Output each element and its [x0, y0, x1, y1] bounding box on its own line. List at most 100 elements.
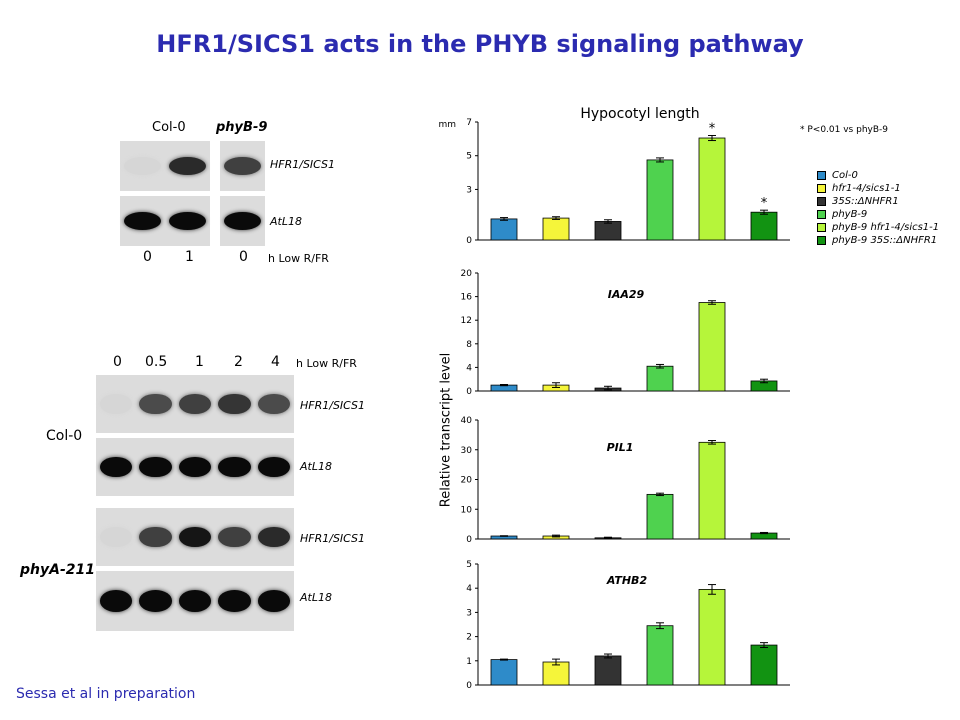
y-tick-label: 20 [461, 269, 473, 279]
legend-label: phyB-9 hfr1-4/sics1-1 [832, 222, 940, 233]
bar [750, 644, 778, 686]
phyb9-label: phyB-9 [216, 120, 268, 135]
hfr1-band [139, 526, 172, 548]
gene-label-hfr1-top: HFR1/SICS1 [270, 158, 336, 171]
blot-top-col0-atl18 [120, 196, 210, 246]
y-tick-label: 1 [466, 657, 472, 667]
legend-swatch [817, 210, 826, 219]
atl18-band [178, 456, 212, 478]
legend-item: phyB-9 hfr1-4/sics1-1 [817, 222, 939, 233]
legend-item: phyB-9 [817, 209, 867, 220]
legend-label: 35S::ΔNHFR1 [832, 196, 899, 207]
atl18-band [178, 590, 212, 612]
bar [646, 365, 674, 392]
bar [698, 589, 726, 686]
blot-col0-hfr1 [96, 375, 294, 433]
atl18-band [139, 456, 172, 478]
genotype-col0: Col-0 [46, 428, 83, 444]
time-label-b0: 0 [113, 354, 122, 370]
blot-top-col0-hfr1 [120, 141, 210, 191]
hfr1-band [178, 526, 212, 548]
bar [646, 625, 674, 686]
legend-swatch [817, 197, 826, 206]
atl18-band [257, 456, 291, 478]
y-tick-label: 2 [466, 633, 472, 643]
legend-item: Col-0 [817, 170, 858, 181]
bar [698, 137, 726, 241]
time-label-b3: 2 [234, 354, 243, 370]
y-tick-label: 5 [466, 560, 472, 570]
time-label-1: 1 [185, 249, 194, 265]
time-label-b4: 4 [271, 354, 280, 370]
y-tick-label: 5 [466, 152, 472, 162]
time-label-b2: 1 [195, 354, 204, 370]
y-tick-label: 20 [461, 476, 473, 486]
significance-note: * P<0.01 vs phyB-9 [800, 125, 888, 135]
hfr1-band [99, 526, 133, 548]
time-label-0a: 0 [143, 249, 152, 265]
hfr1-band [218, 393, 251, 415]
legend-label: phyB-9 [832, 209, 868, 220]
genotype-phya211: phyA-211 [20, 562, 95, 578]
page-title: HFR1/SICS1 acts in the PHYB signaling pa… [156, 30, 804, 58]
bar [698, 302, 726, 392]
bar [750, 211, 778, 241]
legend-item: phyB-9 35S::ΔNHFR1 [817, 235, 937, 246]
hfr1-band [139, 393, 172, 415]
blot-phya-atl18 [96, 571, 294, 631]
y-tick-label: 0 [466, 681, 472, 691]
significance-star: * [761, 196, 768, 211]
blot-top-phyb9-hfr1 [220, 141, 265, 191]
blot-col0-atl18 [96, 438, 294, 496]
atl18-band [169, 212, 206, 230]
time-unit-bottom: h Low R/FR [296, 357, 357, 370]
y-tick-label: 4 [466, 363, 472, 373]
gene-label-atl18-b2: AtL18 [300, 591, 332, 604]
hfr1-band [178, 393, 212, 415]
hfr1-band [99, 393, 133, 415]
time-label-b1: 0.5 [145, 354, 168, 370]
y-tick-label: 40 [461, 416, 473, 426]
y-tick-label: 0 [466, 387, 472, 397]
gene-label-atl18-b1: AtL18 [300, 460, 332, 473]
legend-label: phyB-9 35S::ΔNHFR1 [832, 235, 938, 246]
legend-swatch [817, 236, 826, 245]
bar [646, 159, 674, 241]
y-tick-label: 7 [466, 118, 472, 128]
hfr1-band [124, 157, 161, 175]
atl18-band [257, 590, 291, 612]
hfr1-band [169, 157, 206, 175]
hfr1-band [224, 157, 261, 175]
atl18-band [224, 212, 261, 230]
chart-title: PIL1 [607, 441, 634, 454]
y-tick-label: 0 [466, 236, 472, 246]
atl18-band [218, 590, 251, 612]
y-tick-label: 3 [466, 185, 472, 195]
time-label-0b: 0 [239, 249, 248, 265]
bar [698, 441, 726, 540]
bar [490, 659, 518, 686]
legend-label: Col-0 [832, 170, 858, 181]
chart-title: ATHB2 [606, 574, 648, 587]
y-tick-label: 8 [466, 340, 472, 350]
gene-label-atl18-top: AtL18 [270, 215, 302, 228]
atl18-band [124, 212, 161, 230]
y-tick-label: 0 [466, 535, 472, 545]
bar [542, 661, 570, 686]
blot-top-phyb9-atl18 [220, 196, 265, 246]
chart-title: Hypocotyl length [580, 106, 699, 122]
hfr1-band [218, 526, 251, 548]
legend-swatch [817, 223, 826, 232]
y-tick-label: 12 [461, 316, 472, 326]
significance-star: * [709, 121, 716, 136]
bar [490, 218, 518, 241]
gene-label-hfr1-b2: HFR1/SICS1 [300, 532, 366, 545]
time-unit-top: h Low R/FR [268, 252, 329, 265]
y-tick-label: 4 [466, 584, 472, 594]
blot-phya-hfr1 [96, 508, 294, 566]
bar [542, 217, 570, 241]
legend-item: hfr1-4/sics1-1 [817, 183, 901, 194]
legend-item: 35S::ΔNHFR1 [817, 196, 899, 207]
atl18-band [218, 456, 251, 478]
